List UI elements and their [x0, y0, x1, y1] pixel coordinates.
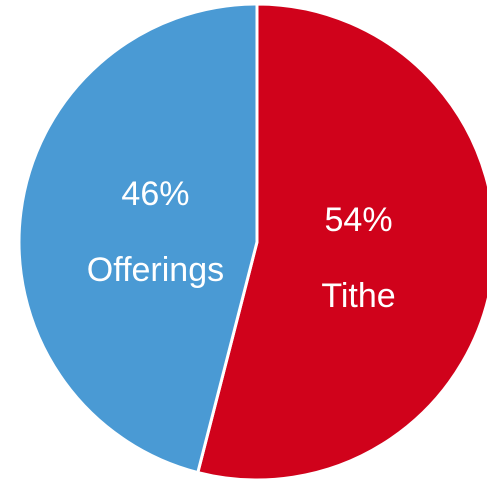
- pie-percent-label-tithe: 54%: [325, 201, 393, 239]
- pie-category-label-tithe: Tithe: [321, 277, 395, 315]
- pie-category-label-offerings: Offerings: [87, 251, 224, 289]
- pie-slice-offerings: [17, 2, 259, 475]
- pie-percent-label-offerings: 46%: [121, 175, 189, 213]
- pie-slice-tithe: [195, 2, 487, 482]
